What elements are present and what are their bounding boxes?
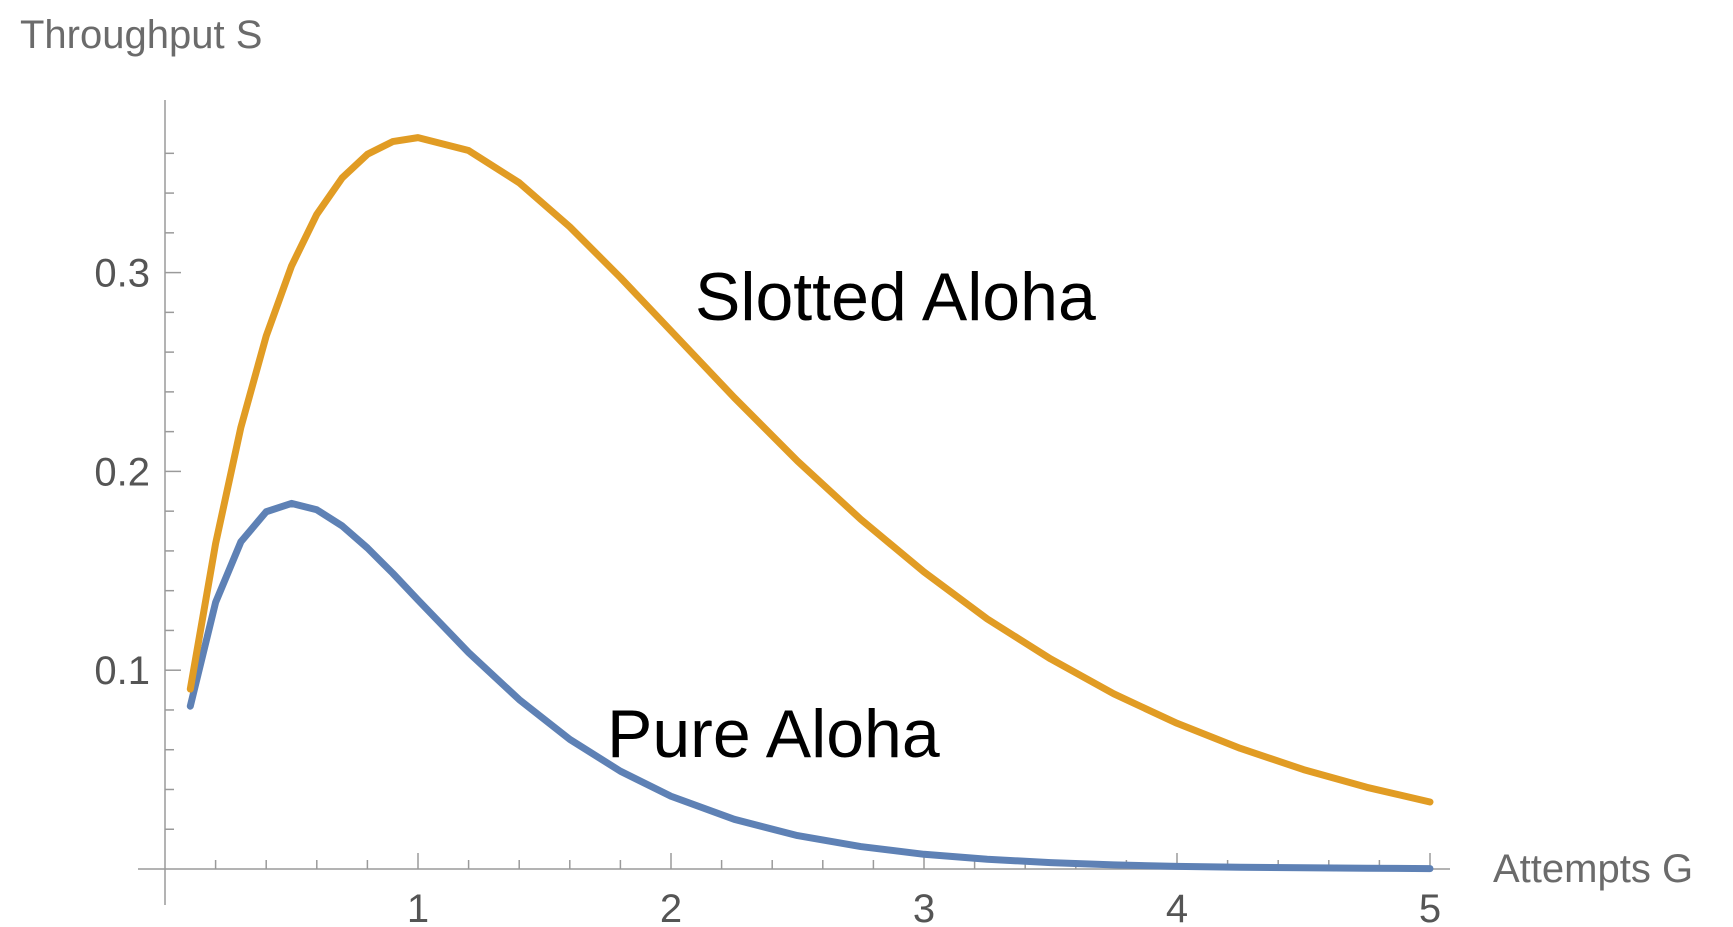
- x-tick-label: 4: [1166, 887, 1188, 927]
- y-axis-title: Throughput S: [20, 13, 262, 57]
- x-tick-label: 5: [1419, 887, 1441, 927]
- x-tick-label: 1: [407, 887, 429, 927]
- x-tick-label: 3: [913, 887, 935, 927]
- y-tick-label: 0.1: [94, 649, 150, 693]
- annotation-pure-aloha: Pure Aloha: [607, 696, 940, 772]
- y-tick-label: 0.3: [94, 252, 150, 296]
- series-line-slotted-aloha: [186, 134, 1434, 806]
- annotation-slotted-aloha: Slotted Aloha: [695, 259, 1096, 335]
- x-axis-title: Attempts G: [1493, 847, 1693, 891]
- x-tick-label: 2: [660, 887, 682, 927]
- series-layer: [186, 134, 1434, 873]
- y-tick-label: 0.2: [94, 450, 150, 494]
- axes: 1 2 3 4 5 0.1 0.2 0.3: [94, 100, 1450, 927]
- series-line-pure-aloha: [186, 499, 1434, 873]
